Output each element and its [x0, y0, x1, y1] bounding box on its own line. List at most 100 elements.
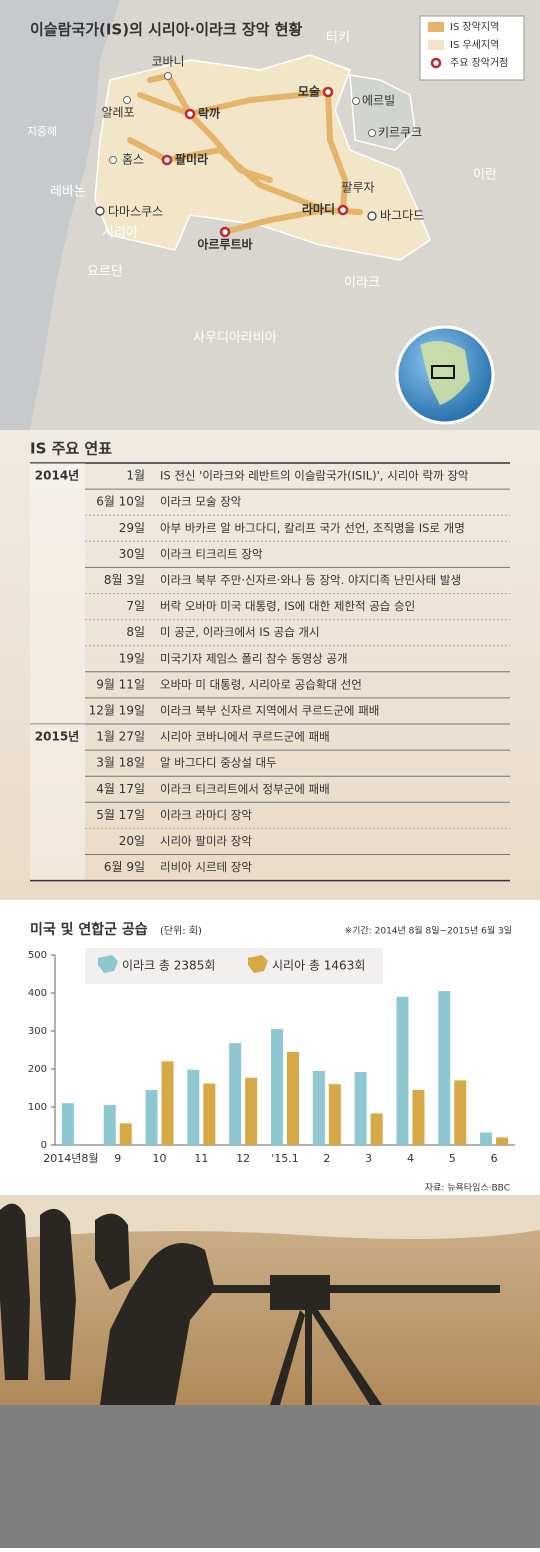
- city-marker: [123, 96, 131, 104]
- map-label: 키르쿠크: [378, 126, 422, 140]
- event-label: 시리아 코바니에서 쿠르드군에 패배: [160, 730, 330, 744]
- sea: [0, 0, 120, 430]
- y-tick-label: 0: [41, 1140, 47, 1151]
- x-tick-label: 9: [114, 1152, 121, 1165]
- bar: [480, 1132, 493, 1145]
- bar: [245, 1077, 258, 1145]
- date-label: 5월 17일: [96, 808, 145, 822]
- tripod: [270, 1310, 382, 1405]
- event-label: 리비아 시르테 장악: [160, 860, 252, 874]
- map-label: 팔미라: [175, 152, 208, 167]
- x-tick-label: 4: [407, 1152, 414, 1165]
- map-label: 라마디: [302, 202, 335, 217]
- gunner: [100, 1242, 215, 1405]
- map-title: 이슬람국가(IS)의 시리아·이라크 장악 현황: [30, 21, 302, 39]
- x-tick-label: 12: [236, 1152, 250, 1165]
- bar: [271, 1029, 283, 1145]
- x-tick-label: 11: [194, 1152, 208, 1165]
- event-label: 시리아 팔미라 장악: [160, 834, 252, 848]
- fighter: [40, 1208, 76, 1380]
- fighter: [0, 1203, 30, 1380]
- route: [187, 111, 273, 183]
- event-label: 아부 바카르 알 바그다디, 칼리프 국가 선언, 조직명을 IS로 개명: [160, 521, 465, 535]
- event-label: 알 바그다디 중상설 대두: [160, 756, 277, 770]
- x-tick-label: '15.1: [271, 1152, 299, 1165]
- year-cell: [30, 463, 85, 724]
- map-label: 요르단: [87, 265, 123, 280]
- x-tick-label: 3: [365, 1152, 372, 1165]
- legend-label: 주요 장악거점: [450, 57, 508, 69]
- map-label: 레바논: [50, 185, 86, 200]
- event-label: 이라크 티크리트 장악: [160, 547, 263, 561]
- chart-title: 미국 및 연합군 공습: [30, 921, 148, 938]
- event-label: 이라크 티크리트에서 정부군에 패배: [160, 782, 330, 796]
- date-label: 6월 9일: [104, 860, 145, 874]
- bar: [412, 1089, 425, 1145]
- year-label: 2014년: [35, 469, 79, 483]
- legend-marker: [430, 57, 442, 69]
- map-label: 락까: [198, 106, 220, 121]
- map-label: 코바니: [151, 55, 184, 69]
- timeline-title: IS 주요 연표: [30, 440, 112, 458]
- map-label: 이란: [473, 168, 497, 183]
- chart-source: 자료: 뉴욕타임스·BBC: [425, 1182, 510, 1194]
- date-label: 8일: [126, 625, 145, 639]
- legend-label: IS 우세지역: [450, 39, 499, 51]
- event-label: 미국기자 제임스 폴리 참수 동영상 공개: [160, 651, 348, 665]
- date-label: 1월: [126, 469, 145, 483]
- date-label: 30일: [119, 547, 145, 561]
- bar-chart: 미국 및 연합군 공습 (단위: 회) ※기간: 2014년 8월 8일~2015년…: [28, 921, 515, 1194]
- bar: [203, 1083, 216, 1145]
- city-marker: [368, 129, 376, 137]
- machine-gun: [205, 1275, 500, 1310]
- legend-swatch: [428, 22, 444, 32]
- bar: [370, 1113, 383, 1145]
- stronghold-marker: [337, 204, 349, 216]
- event-label: 미 공군, 이라크에서 IS 공습 개시: [160, 625, 320, 639]
- date-label: 3월 18일: [96, 756, 145, 770]
- legend-swatch: [428, 40, 444, 50]
- stronghold-marker: [219, 226, 231, 238]
- event-label: 이라크 북부 신자르 지역에서 쿠르드군에 패배: [160, 703, 379, 717]
- bar: [145, 1089, 158, 1145]
- kurdish-area: [349, 74, 416, 151]
- event-label: IS 전신 '이라크와 레반트의 이슬람국가(ISIL)', 시리아 락까 장악: [160, 469, 469, 483]
- bar: [354, 1072, 367, 1145]
- map-label: 이라크: [344, 276, 380, 291]
- map-label: 시리아: [102, 226, 138, 241]
- map-label: 모술: [298, 85, 320, 99]
- map-label: 사우디아라비아: [193, 331, 277, 346]
- date-label: 1월 27일: [96, 730, 145, 744]
- map-label: 에르빌: [362, 94, 395, 108]
- date-label: 19일: [119, 651, 145, 665]
- y-tick-label: 300: [28, 1026, 47, 1037]
- bar: [438, 991, 451, 1145]
- photo-ground: [0, 1230, 540, 1405]
- date-label: 29일: [119, 521, 145, 535]
- bar: [396, 996, 409, 1145]
- map-label: 바그다드: [380, 209, 424, 223]
- globe-locator: [431, 365, 455, 379]
- bar: [496, 1137, 509, 1145]
- globe-land: [420, 341, 470, 405]
- event-label: 이라크 북부 주만·신자르·와나 등 장악. 야지디족 난민사태 발생: [160, 573, 461, 587]
- capital-marker: [367, 211, 377, 221]
- date-label: 4월 17일: [96, 782, 145, 796]
- legend-swatch: [98, 955, 118, 973]
- city-marker: [352, 97, 360, 105]
- event-label: 이라크 모술 장악: [160, 495, 242, 509]
- stronghold-marker: [184, 108, 196, 120]
- bar: [119, 1123, 132, 1145]
- capital-marker: [95, 206, 105, 216]
- bar: [312, 1070, 325, 1145]
- timeline-table: 2014년 1월 IS 전신 '이라크와 레반트의 이슬람국가(ISIL)', 시리…: [30, 462, 510, 882]
- year-label: 2015년: [35, 730, 79, 744]
- event-label: 이라크 라마디 장악: [160, 808, 252, 822]
- map-label: 터키: [326, 31, 350, 46]
- legend-label: 시리아 총 1463회: [272, 959, 365, 973]
- event-label: 오바마 미 대통령, 시리아로 공습확대 선언: [160, 677, 362, 691]
- legend-box: [85, 948, 383, 984]
